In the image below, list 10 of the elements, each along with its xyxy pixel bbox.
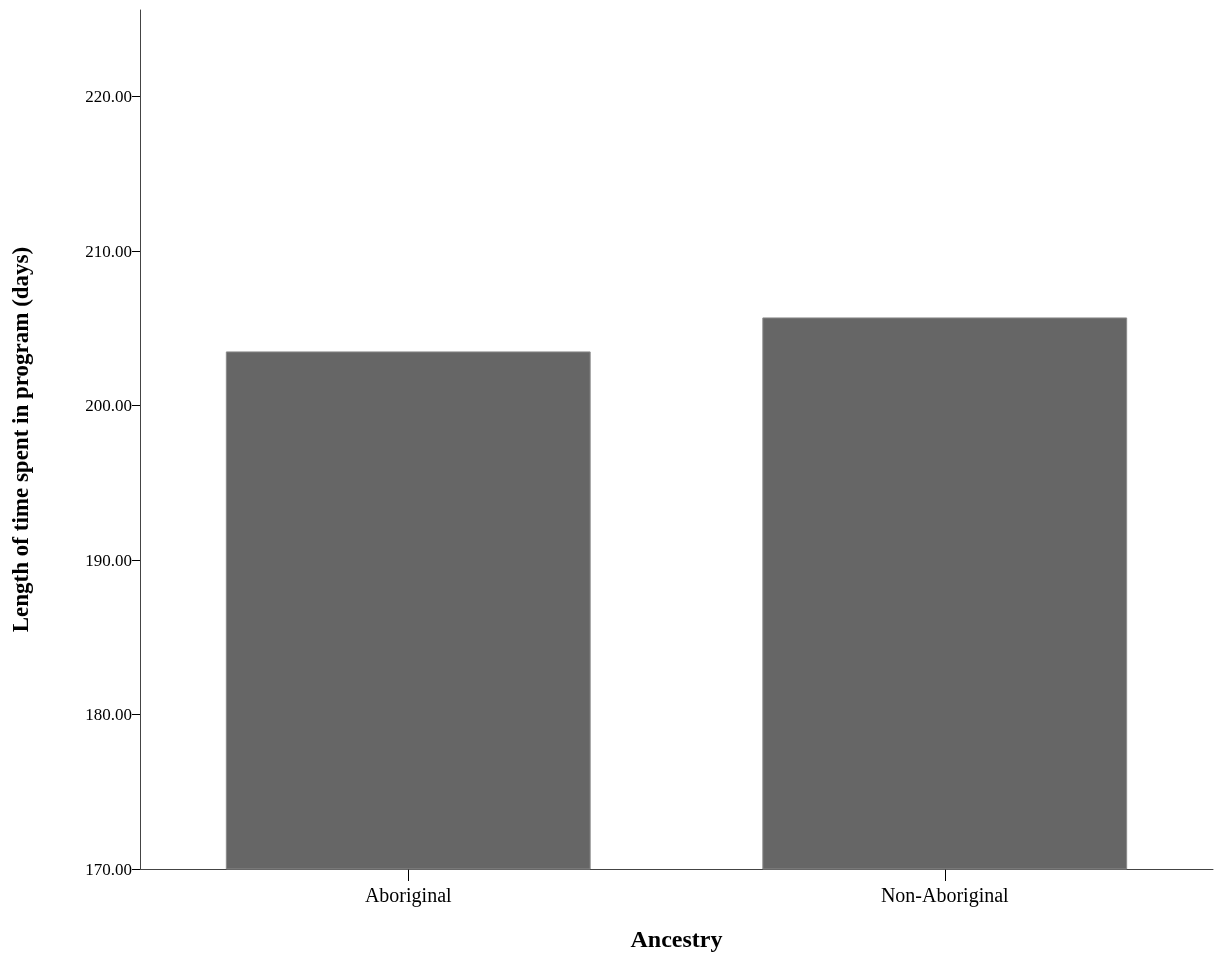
y-tick-label: 190.00 bbox=[85, 550, 132, 570]
y-axis-title: Length of time spent in program (days) bbox=[8, 246, 33, 633]
x-tick-label: Non-Aboriginal bbox=[880, 884, 1010, 907]
y-tick-label: 220.00 bbox=[85, 87, 132, 107]
x-axis-title: Ancestry bbox=[630, 926, 723, 952]
y-tick-label: 170.00 bbox=[85, 859, 132, 879]
y-tick-label: 210.00 bbox=[85, 241, 132, 261]
y-tick-label: 180.00 bbox=[85, 705, 132, 724]
x-tick-label: Aboriginal bbox=[364, 884, 453, 907]
y-tick-label: 200.00 bbox=[85, 396, 132, 416]
